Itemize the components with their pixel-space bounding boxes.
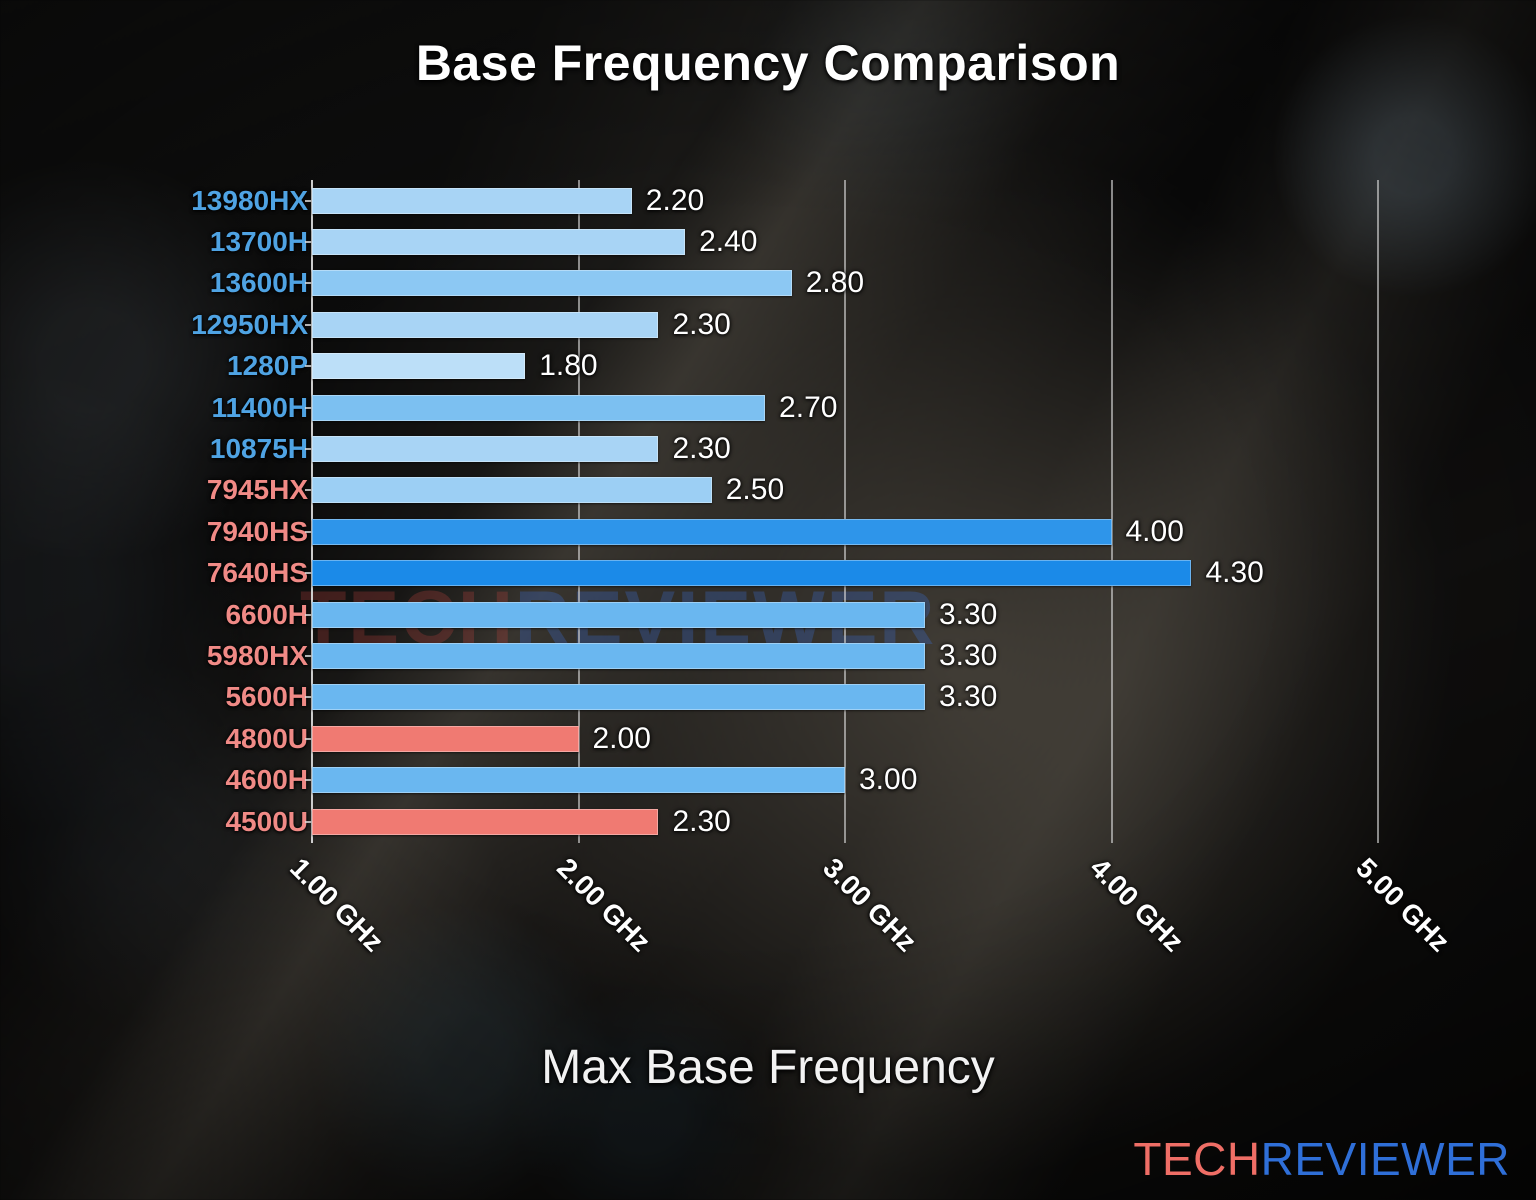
bar-11400h <box>312 394 766 421</box>
y-tick-mark <box>305 696 314 699</box>
bar-row: 13700H 2.40 <box>0 221 1536 262</box>
bar-7640hs <box>312 560 1192 587</box>
bar-value-label: 2.00 <box>592 721 651 755</box>
bar-4800u <box>312 725 579 752</box>
category-label-6600h: 6600H <box>225 598 308 630</box>
category-label-1280p: 1280P <box>227 350 308 382</box>
category-label-5600h: 5600H <box>225 681 308 713</box>
x-tick-label: 4.00 GHz <box>1083 852 1190 958</box>
bar-value-label: 3.00 <box>859 763 918 797</box>
bar-row: 7640HS 4.30 <box>0 553 1536 594</box>
x-tick-label: 2.00 GHz <box>550 852 657 958</box>
bar-row: 11400H 2.70 <box>0 387 1536 428</box>
x-axis-title: Max Base Frequency <box>541 1041 995 1094</box>
bar-10875h <box>312 436 659 463</box>
techreviewer-logo: TECHREVIEWER <box>1133 1132 1510 1186</box>
category-label-10875h: 10875H <box>209 433 308 465</box>
logo-tech: TECH <box>1133 1133 1261 1185</box>
bar-row: 13600H 2.80 <box>0 263 1536 304</box>
y-tick-mark <box>305 530 314 533</box>
y-tick-mark <box>305 489 314 492</box>
bar-row: 1280P 1.80 <box>0 346 1536 387</box>
bar-value-label: 2.30 <box>672 804 731 838</box>
bar-value-label: 3.30 <box>938 639 998 673</box>
bar-value-label: 2.50 <box>725 473 785 507</box>
gridline-4.00 <box>1110 180 1113 843</box>
category-label-13600h: 13600H <box>209 267 308 299</box>
y-tick-mark <box>305 323 314 326</box>
bar-row: 7940HS 4.00 <box>0 511 1536 552</box>
bar-value-label: 4.00 <box>1125 514 1184 548</box>
bar-value-label: 3.30 <box>938 680 998 714</box>
category-label-7640hs: 7640HS <box>206 557 308 589</box>
bar-value-label: 2.40 <box>699 225 758 259</box>
y-tick-mark <box>305 448 314 451</box>
bar-value-label: 2.20 <box>645 183 705 217</box>
category-label-5980hx: 5980HX <box>206 640 308 672</box>
gridline-2.00 <box>577 180 580 843</box>
category-label-12950hx: 12950HX <box>191 308 308 340</box>
bar-value-label: 2.80 <box>805 266 865 300</box>
category-label-11400h: 11400H <box>211 391 308 423</box>
gridline-3.00 <box>844 180 846 843</box>
bar-13980hx <box>312 187 632 214</box>
logo-reviewer: REVIEWER <box>1260 1133 1510 1185</box>
category-label-4500u: 4500U <box>225 805 308 837</box>
bar-5980hx <box>312 643 925 670</box>
bar-5600h <box>312 684 925 711</box>
bar-row: 5980HX 3.30 <box>0 635 1536 676</box>
bar-row: 6600H 3.30 <box>0 594 1536 635</box>
bar-row: 5600H 3.30 <box>0 677 1536 718</box>
bar-value-label: 4.30 <box>1205 556 1264 590</box>
bar-4600h <box>312 767 845 794</box>
y-tick-mark <box>305 737 314 740</box>
category-label-7940hs: 7940HS <box>206 515 308 547</box>
category-label-7945hx: 7945HX <box>206 474 308 506</box>
category-label-13700h: 13700H <box>209 226 308 258</box>
y-tick-mark <box>305 655 314 658</box>
gridline-5.00 <box>1377 180 1379 843</box>
bar-13600h <box>312 270 792 297</box>
bar-value-label: 2.30 <box>672 307 731 341</box>
chart-title: Base Frequency Comparison <box>415 35 1121 91</box>
category-label-4800u: 4800U <box>225 722 308 754</box>
bar-row: 4600H 3.00 <box>0 760 1536 801</box>
bar-row: 13980HX 2.20 <box>0 180 1536 221</box>
y-tick-mark <box>305 365 314 368</box>
bar-row: 4800U 2.00 <box>0 718 1536 759</box>
y-tick-mark <box>305 241 314 244</box>
y-tick-mark <box>305 282 314 285</box>
bar-row: 4500U 2.30 <box>0 801 1536 842</box>
bar-row: 10875H 2.30 <box>0 428 1536 469</box>
y-tick-mark <box>305 779 314 782</box>
x-tick-label: 5.00 GHz <box>1350 852 1456 958</box>
bar-value-label: 3.30 <box>938 597 998 631</box>
bar-1280p <box>312 353 526 380</box>
bar-4500u <box>312 808 659 835</box>
x-tick-label: 3.00 GHz <box>817 852 923 958</box>
category-label-13980hx: 13980HX <box>191 184 308 216</box>
y-tick-mark <box>305 572 314 575</box>
bar-7945hx <box>312 477 712 504</box>
x-tick-label: 1.00 GHz <box>284 852 390 958</box>
bar-row: 7945HX 2.50 <box>0 470 1536 511</box>
category-label-4600h: 4600H <box>225 764 308 796</box>
bar-value-label: 2.70 <box>779 390 838 424</box>
bar-row: 12950HX 2.30 <box>0 304 1536 345</box>
gridline-1.00 <box>311 180 313 843</box>
bar-6600h <box>312 601 925 628</box>
bar-value-label: 1.80 <box>539 349 598 383</box>
y-tick-mark <box>305 820 314 823</box>
bar-13700h <box>312 229 686 256</box>
bar-12950hx <box>312 311 659 338</box>
y-tick-mark <box>305 199 314 202</box>
y-tick-mark <box>305 406 314 409</box>
bar-7940hs <box>312 518 1112 545</box>
y-tick-mark <box>305 613 314 616</box>
bar-value-label: 2.30 <box>672 432 731 466</box>
